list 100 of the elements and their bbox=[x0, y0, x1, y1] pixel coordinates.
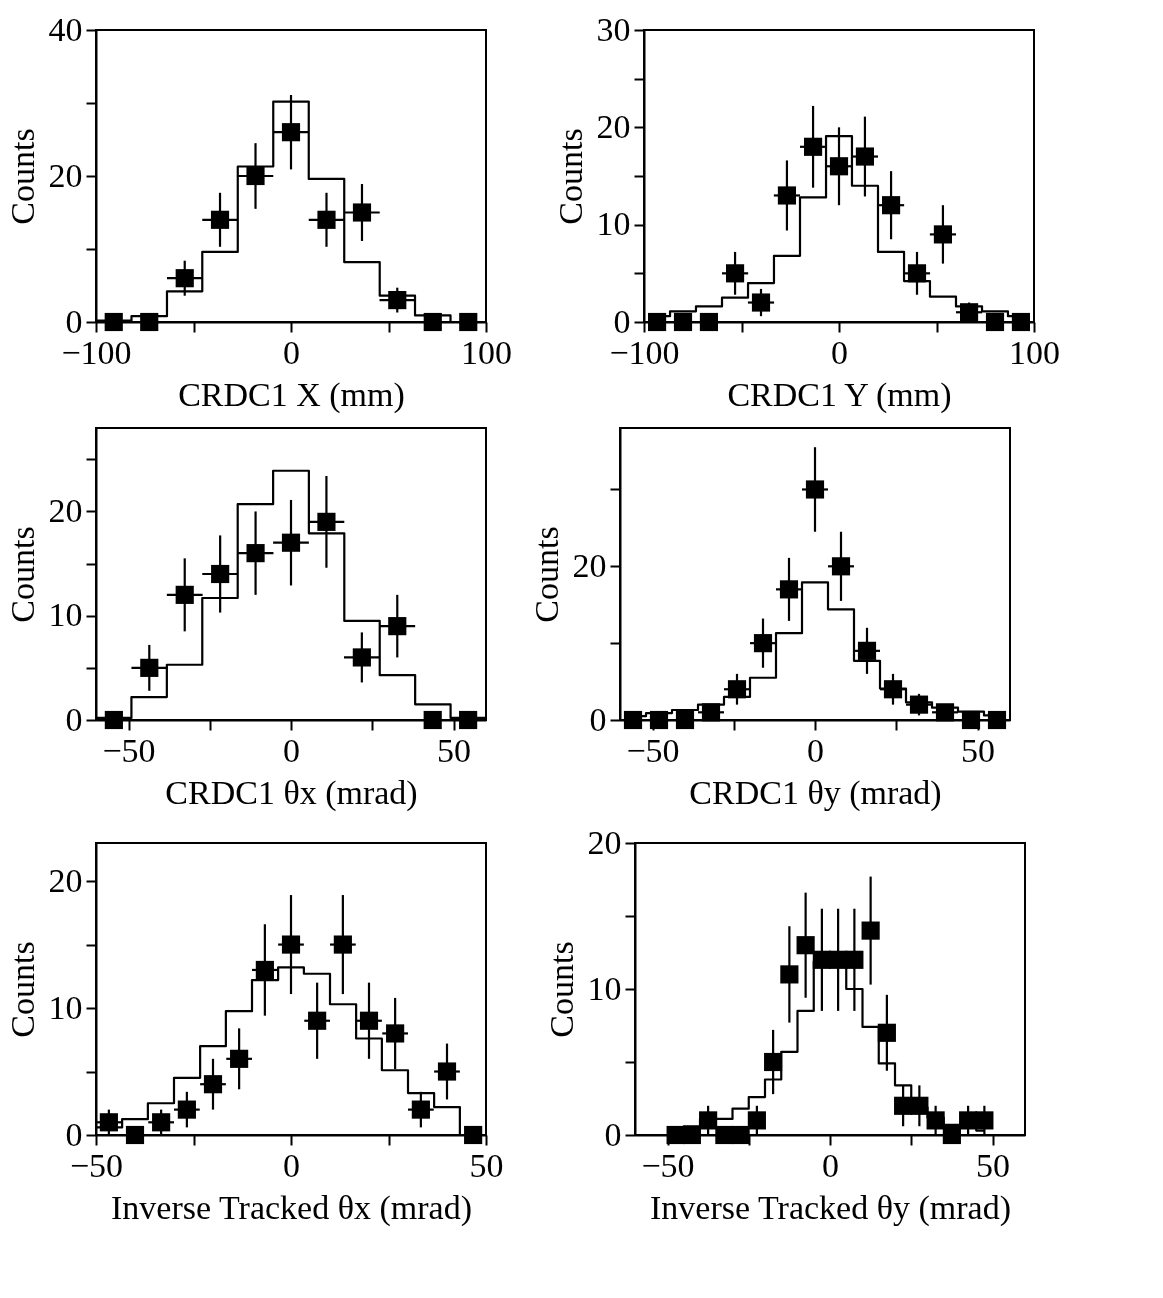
point bbox=[388, 617, 407, 636]
point bbox=[779, 580, 799, 599]
y-tick-label: 20 bbox=[587, 823, 622, 861]
point bbox=[423, 710, 442, 730]
point bbox=[125, 1125, 145, 1145]
point bbox=[831, 557, 851, 576]
y-tick-label: 10 bbox=[587, 969, 622, 1007]
x-tick-label: −50 bbox=[626, 731, 680, 769]
point bbox=[753, 634, 773, 653]
x-tick-label: 0 bbox=[822, 1146, 839, 1184]
x-tick-label: 100 bbox=[1009, 333, 1060, 371]
point bbox=[910, 1096, 929, 1115]
y-tick-label: 20 bbox=[48, 861, 83, 899]
point bbox=[855, 147, 875, 166]
y-tick-label: 20 bbox=[48, 491, 83, 529]
point bbox=[803, 137, 823, 156]
point bbox=[281, 533, 301, 552]
x-tick-label: 50 bbox=[437, 731, 471, 769]
y-axis-title: Counts bbox=[3, 941, 41, 1038]
point bbox=[857, 641, 877, 660]
x-tick-label: 50 bbox=[469, 1146, 504, 1184]
point bbox=[177, 1100, 196, 1119]
y-tick-label: 10 bbox=[48, 596, 83, 634]
point bbox=[961, 710, 981, 730]
point bbox=[459, 710, 478, 730]
y-tick-label: 20 bbox=[48, 156, 83, 194]
point bbox=[647, 312, 667, 332]
point bbox=[459, 312, 478, 332]
point bbox=[281, 123, 301, 142]
point bbox=[942, 1125, 961, 1145]
point bbox=[959, 303, 979, 322]
y-tick-label: 0 bbox=[589, 700, 607, 738]
x-tick-label: 0 bbox=[283, 731, 300, 769]
point bbox=[845, 950, 864, 969]
y-tick-label: 40 bbox=[48, 10, 83, 48]
point bbox=[985, 312, 1005, 332]
point bbox=[747, 1111, 766, 1130]
point bbox=[99, 1113, 118, 1132]
x-tick-label: −50 bbox=[641, 1146, 695, 1184]
point bbox=[211, 564, 230, 584]
x-tick-label: 0 bbox=[283, 333, 300, 371]
point bbox=[881, 196, 901, 215]
y-tick-label: 20 bbox=[572, 546, 607, 584]
point bbox=[352, 203, 372, 222]
x-tick-label: −50 bbox=[102, 731, 156, 769]
point bbox=[175, 585, 194, 604]
point bbox=[673, 312, 693, 332]
y-tick-label: 10 bbox=[596, 205, 631, 243]
point bbox=[883, 680, 903, 699]
point bbox=[877, 1023, 896, 1042]
y-axis-title: Counts bbox=[3, 128, 41, 225]
x-axis-title: CRDC1 θy (mrad) bbox=[689, 773, 942, 812]
x-tick-label: 50 bbox=[976, 1146, 1010, 1184]
point bbox=[727, 680, 747, 699]
y-axis-title: Counts bbox=[542, 941, 580, 1038]
x-tick-label: 0 bbox=[283, 1146, 300, 1184]
point bbox=[230, 1049, 249, 1068]
point bbox=[175, 269, 194, 288]
x-tick-label: 0 bbox=[831, 333, 848, 371]
point bbox=[317, 512, 336, 531]
point bbox=[104, 710, 123, 730]
point bbox=[699, 312, 719, 332]
point bbox=[975, 1111, 994, 1130]
point bbox=[780, 965, 799, 984]
point bbox=[907, 264, 927, 283]
x-axis-title: Inverse Tracked θy (mrad) bbox=[650, 1188, 1011, 1227]
point bbox=[725, 264, 745, 283]
x-tick-label: 0 bbox=[807, 731, 824, 769]
point bbox=[699, 1111, 718, 1130]
point bbox=[255, 960, 274, 980]
point bbox=[203, 1075, 223, 1094]
x-tick-label: 50 bbox=[961, 731, 995, 769]
point bbox=[411, 1100, 430, 1119]
point bbox=[246, 544, 265, 563]
point bbox=[317, 210, 336, 229]
point bbox=[933, 225, 953, 244]
point bbox=[682, 1125, 701, 1145]
y-tick-label: 20 bbox=[596, 107, 631, 145]
point bbox=[464, 1125, 483, 1145]
point bbox=[926, 1111, 945, 1130]
point bbox=[246, 166, 265, 186]
point bbox=[352, 648, 371, 667]
point bbox=[104, 312, 123, 332]
x-axis-title: CRDC1 Y (mm) bbox=[727, 375, 952, 414]
point bbox=[796, 936, 815, 955]
point bbox=[829, 157, 849, 176]
point bbox=[764, 1052, 783, 1072]
point bbox=[623, 710, 643, 730]
x-axis-title: CRDC1 X (mm) bbox=[178, 375, 405, 414]
point bbox=[437, 1062, 457, 1081]
y-tick-label: 10 bbox=[48, 988, 83, 1026]
y-axis-title: Counts bbox=[527, 526, 565, 623]
y-axis-title: Counts bbox=[551, 128, 589, 225]
point bbox=[935, 703, 955, 722]
point bbox=[140, 658, 159, 677]
point bbox=[861, 921, 880, 940]
point bbox=[805, 480, 825, 499]
y-tick-label: 0 bbox=[604, 1115, 622, 1153]
point bbox=[987, 710, 1007, 730]
point bbox=[388, 291, 407, 310]
